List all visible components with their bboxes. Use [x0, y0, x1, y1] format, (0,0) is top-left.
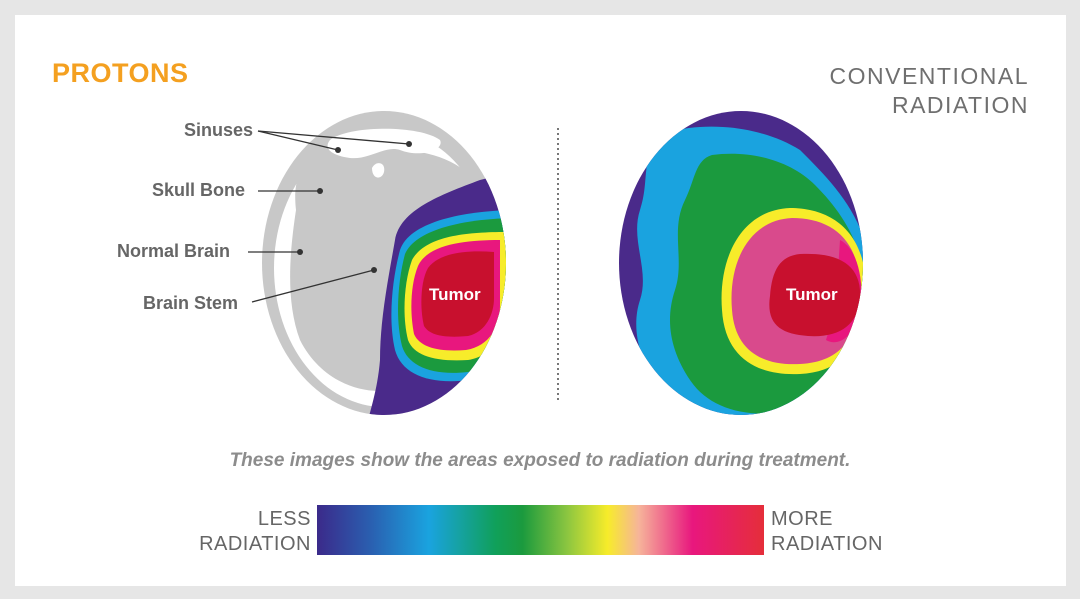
- leader-lines: [248, 130, 410, 303]
- conv-tumor-core: [769, 253, 861, 337]
- legend-less-radiation: LESS RADIATION: [199, 507, 311, 557]
- legend-less-line1: LESS: [257, 508, 311, 530]
- infographic-card: [15, 15, 1066, 586]
- label-normal-brain: Normal Brain: [117, 241, 231, 261]
- radiation-color-scale: [317, 505, 764, 555]
- caption-text: These images show the areas exposed to r…: [229, 450, 851, 471]
- label-sinuses: Sinuses: [184, 120, 254, 140]
- tumor-label-protons: Tumor: [429, 285, 481, 304]
- label-skull-bone: Skull Bone: [152, 180, 246, 200]
- conventional-dose-field: [636, 126, 863, 415]
- tumor-label-conventional: Tumor: [786, 285, 838, 304]
- legend-more-line1: MORE: [771, 508, 833, 530]
- legend-more-radiation: MORE RADIATION: [771, 507, 883, 557]
- tumor-core: [421, 251, 494, 337]
- sinus-notch: [372, 163, 385, 178]
- legend-less-line2: RADIATION: [199, 533, 311, 555]
- protons-title: PROTONS: [52, 58, 189, 88]
- conventional-title-line1: CONVENTIONAL: [829, 63, 1029, 89]
- label-brain-stem: Brain Stem: [143, 293, 239, 313]
- conventional-title-line2: RADIATION: [891, 92, 1029, 118]
- protons-scan: [248, 111, 506, 415]
- legend-more-line2: RADIATION: [771, 533, 883, 555]
- conventional-radiation-title: CONVENTIONAL RADIATION: [830, 62, 1029, 120]
- conventional-scan: [619, 111, 863, 415]
- sinuses-area: [327, 128, 441, 159]
- leader-dots: [297, 141, 412, 273]
